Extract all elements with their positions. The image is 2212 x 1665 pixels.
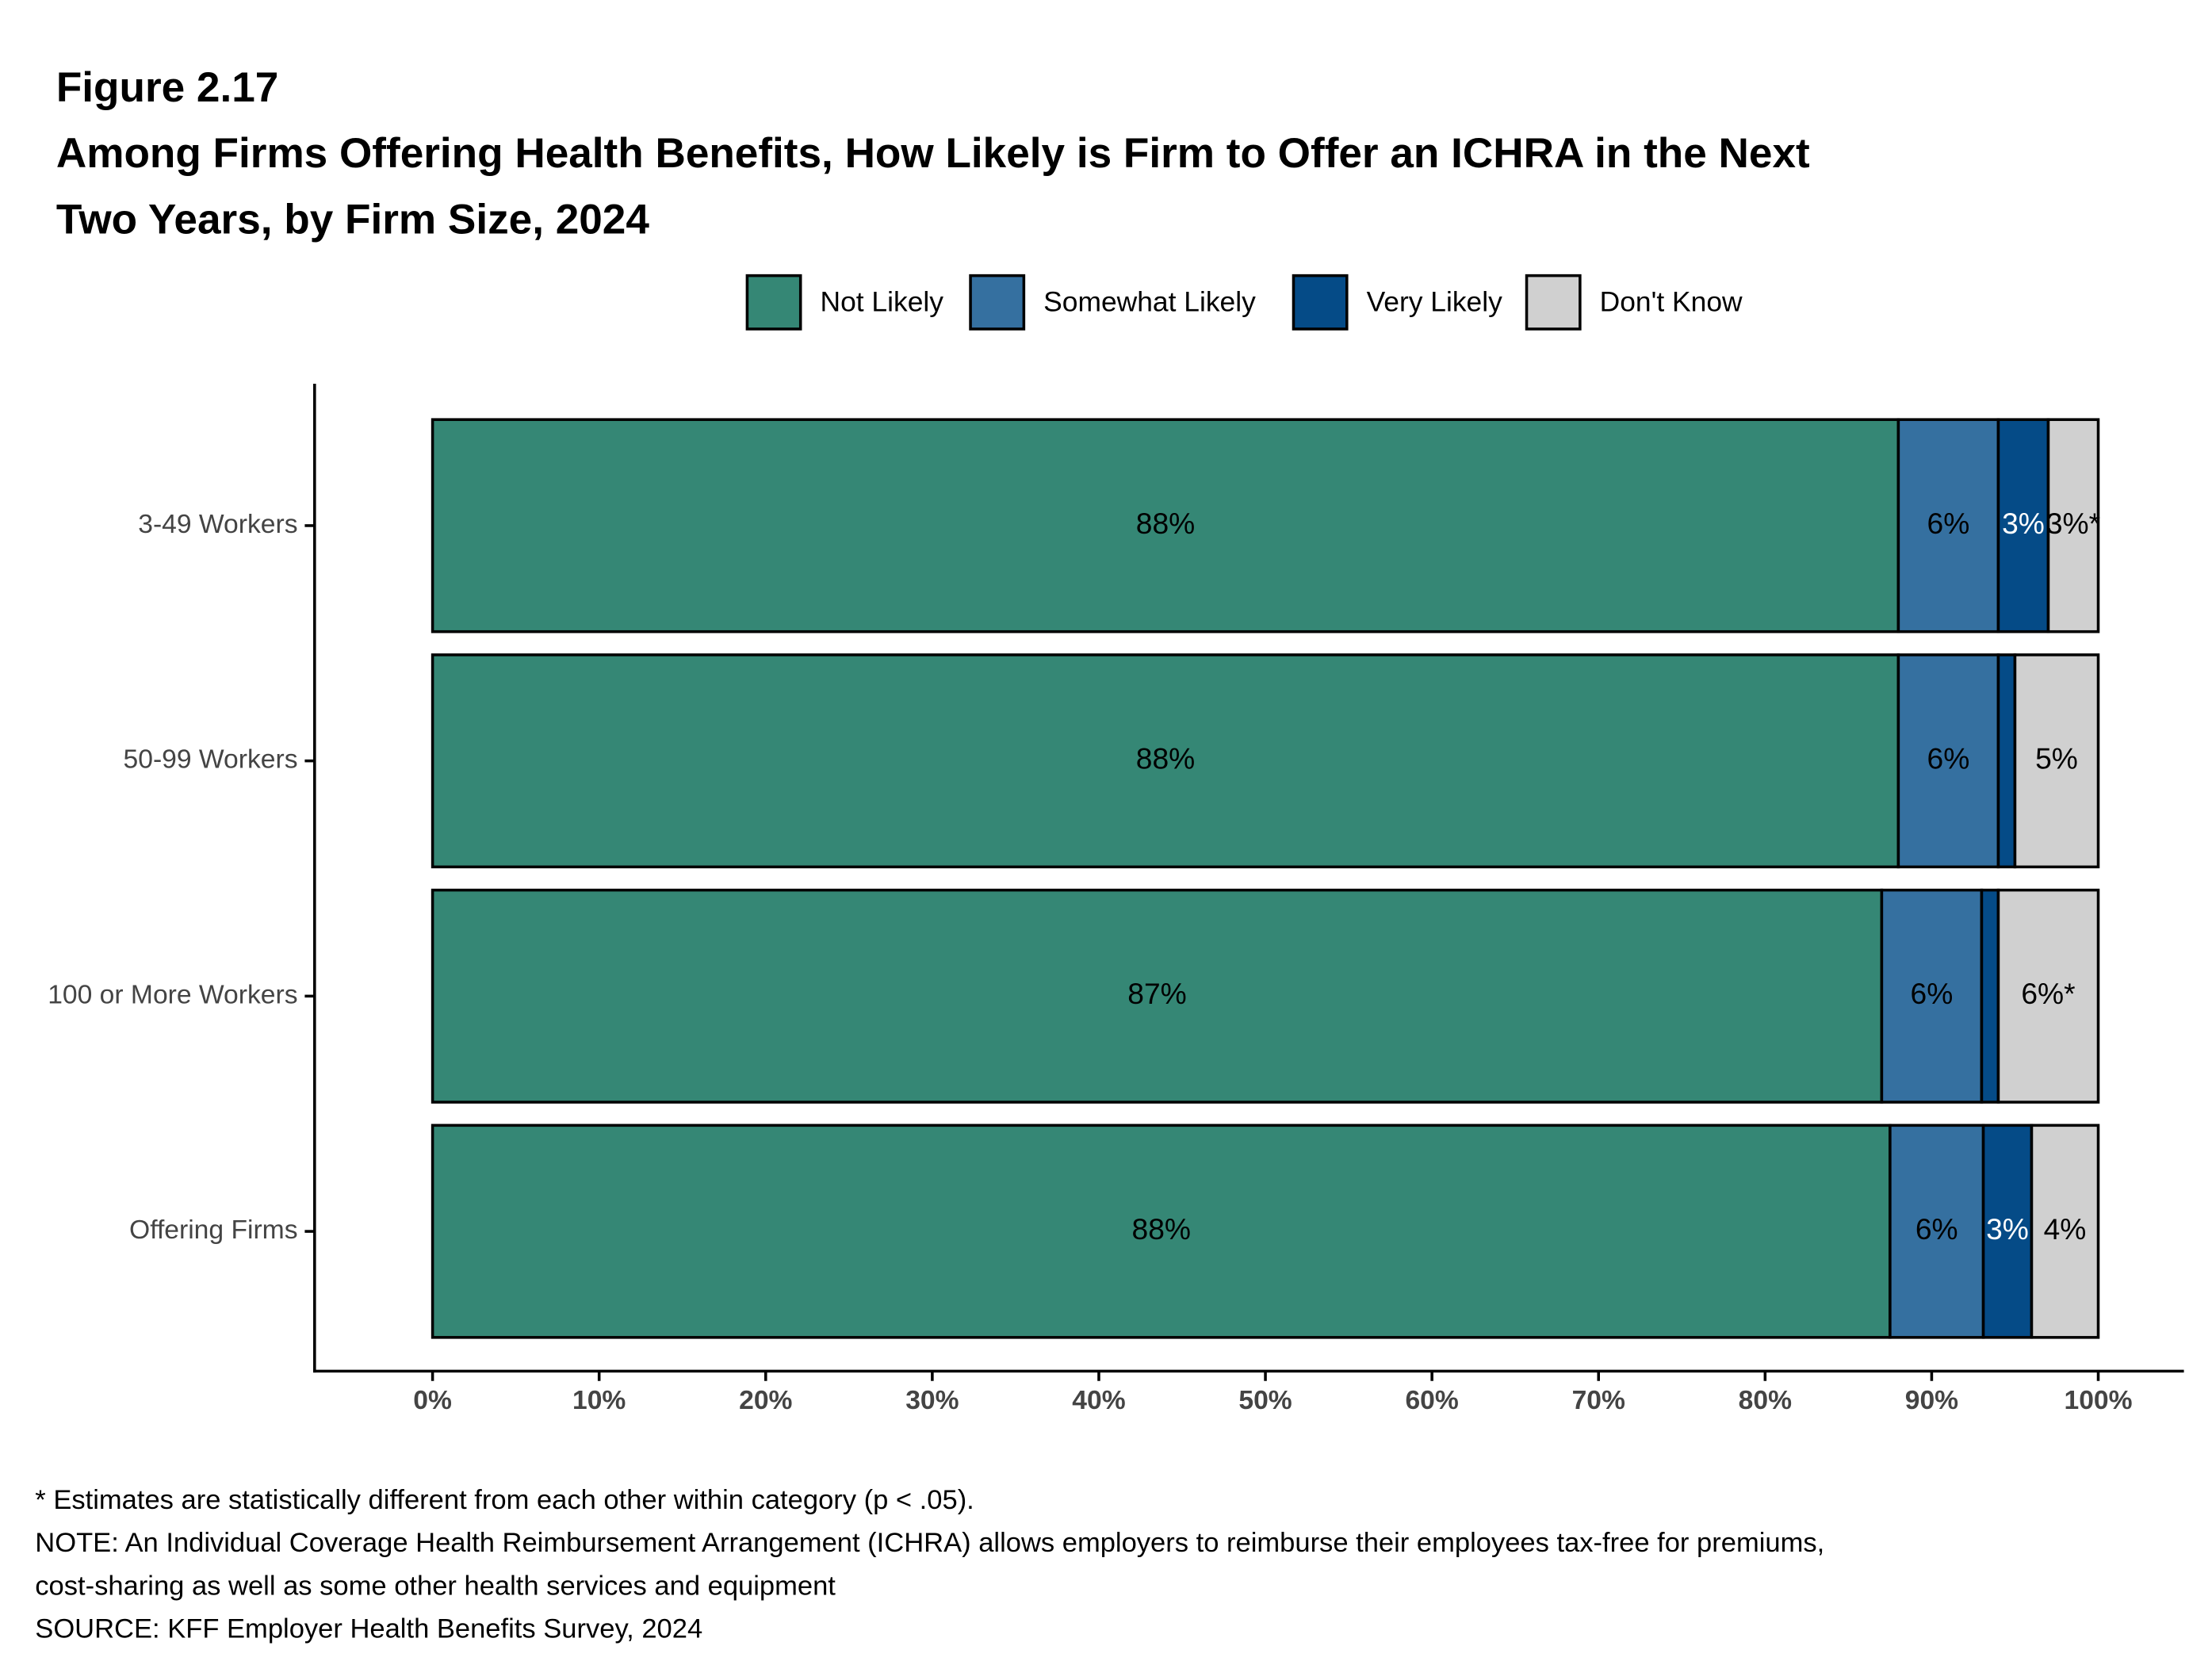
- data-label: 6%: [1911, 977, 1954, 1010]
- y-tick-label: 50-99 Workers: [124, 745, 298, 775]
- x-tick-label: 50%: [1238, 1386, 1292, 1415]
- y-tick-label: Offering Firms: [129, 1215, 297, 1245]
- y-tick-label: 100 or More Workers: [48, 980, 297, 1009]
- data-label: 6%: [1927, 741, 1970, 775]
- footnote: NOTE: An Individual Coverage Health Reim…: [35, 1528, 1824, 1558]
- y-tick-label: 3-49 Workers: [138, 510, 297, 539]
- x-tick-label: 20%: [739, 1386, 792, 1415]
- legend-label: Don't Know: [1600, 285, 1743, 317]
- x-tick-label: 90%: [1905, 1386, 1958, 1415]
- x-tick-label: 10%: [572, 1386, 626, 1415]
- bar-segment: [2030, 1123, 2100, 1339]
- x-tick-label: 60%: [1405, 1386, 1458, 1415]
- legend-swatch: [1292, 274, 1349, 331]
- bar-segment: [1880, 888, 1984, 1104]
- bar-segment: [2046, 418, 2100, 633]
- bar-segment: [431, 1123, 1892, 1339]
- bar-segment: [1996, 418, 2050, 633]
- figure-label: Figure 2.17: [56, 64, 279, 111]
- chart-title: Among Firms Offering Health Benefits, Ho…: [56, 130, 1810, 177]
- x-tick-label: 30%: [905, 1386, 959, 1415]
- data-label: 3%*: [2046, 507, 2100, 540]
- bar-segment: [1981, 1123, 2034, 1339]
- legend-swatch: [745, 274, 802, 331]
- x-tick-label: 80%: [1739, 1386, 1792, 1415]
- data-label: 5%: [2035, 741, 2078, 775]
- legend-label: Not Likely: [821, 285, 944, 317]
- bar-segment: [2013, 653, 2100, 869]
- data-label: 4%: [2044, 1212, 2087, 1246]
- x-tick-label: 0%: [413, 1386, 452, 1415]
- data-label: 6%: [1927, 507, 1970, 540]
- bar-segment: [1896, 653, 2000, 869]
- x-tick-label: 100%: [2064, 1386, 2132, 1415]
- data-label: 3%: [2002, 507, 2045, 540]
- bar-segment: [431, 888, 1884, 1104]
- data-label: 87%: [1127, 977, 1186, 1010]
- data-label: 88%: [1136, 741, 1195, 775]
- legend-label: Very Likely: [1367, 285, 1503, 317]
- footnote: cost-sharing as well as some other healt…: [35, 1571, 836, 1601]
- bar-segment: [1996, 653, 2017, 869]
- data-label: 6%: [1915, 1212, 1958, 1246]
- data-label: 3%: [1986, 1212, 2029, 1246]
- x-tick-label: 70%: [1572, 1386, 1625, 1415]
- data-label: 88%: [1132, 1212, 1191, 1246]
- x-tick-label: 40%: [1072, 1386, 1125, 1415]
- bar-segment: [1889, 1123, 1985, 1339]
- bar-segment: [1996, 888, 2100, 1104]
- chart-title: Two Years, by Firm Size, 2024: [56, 196, 650, 243]
- footnote: SOURCE: KFF Employer Health Benefits Sur…: [35, 1613, 702, 1644]
- legend-swatch: [969, 274, 1026, 331]
- bar-segment: [1980, 888, 2000, 1104]
- data-label: 88%: [1136, 507, 1195, 540]
- legend-label: Somewhat Likely: [1043, 285, 1256, 317]
- data-label: 6%*: [2021, 977, 2075, 1010]
- bar-segment: [431, 418, 1900, 633]
- footnote: * Estimates are statistically different …: [35, 1485, 974, 1515]
- legend-swatch: [1525, 274, 1582, 331]
